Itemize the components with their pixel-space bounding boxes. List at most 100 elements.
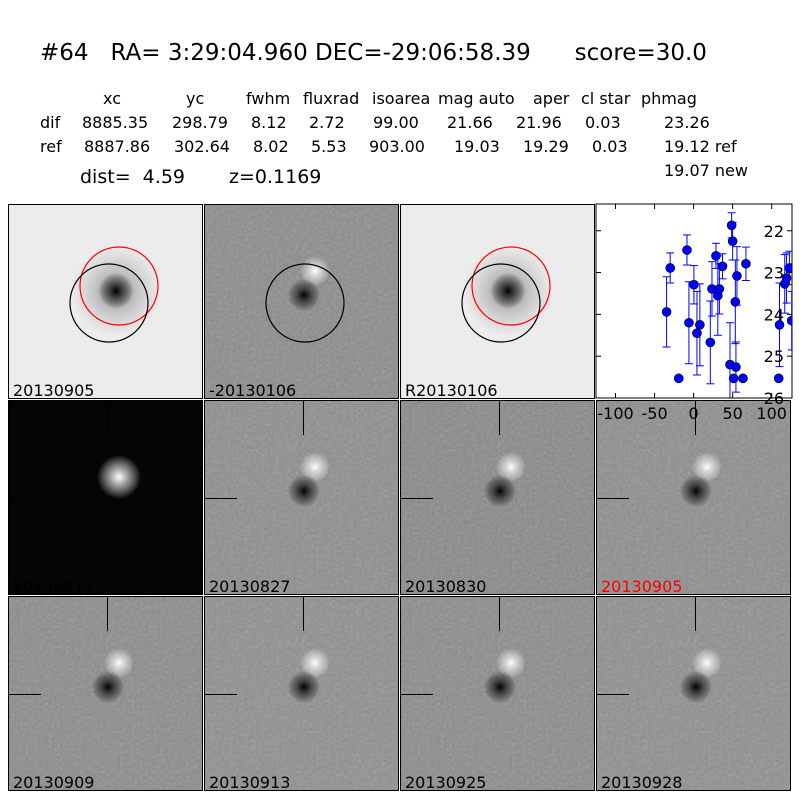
col-header-xc: xc	[103, 89, 121, 108]
stamp-image	[597, 597, 790, 790]
data-point	[673, 373, 684, 384]
crosshair-vertical	[499, 401, 500, 435]
crosshair-horizontal	[205, 498, 237, 499]
crosshair-vertical	[303, 401, 304, 435]
stamp-date-label: 20130925	[405, 773, 487, 791]
ref-fluxrad: 5.53	[311, 137, 347, 156]
data-point	[727, 236, 738, 247]
stamp-image	[401, 401, 594, 594]
ref-fwhm: 8.02	[253, 137, 289, 156]
stamp-20130913: 20130913	[204, 596, 399, 791]
data-point	[786, 315, 792, 326]
stamp-date-label: 20130905	[13, 381, 95, 399]
stamp-image	[9, 205, 202, 398]
black-aperture-circle	[265, 263, 345, 343]
stamp-20130905: 20130905	[596, 400, 791, 595]
crosshair-vertical	[499, 597, 500, 631]
stamp-date-label: 20130909	[13, 773, 95, 791]
data-point	[732, 271, 742, 281]
stamp-image	[205, 597, 398, 790]
dist-value: dist= 4.59	[80, 166, 185, 188]
stamp-image	[401, 597, 594, 790]
dif-aper: 21.96	[516, 113, 562, 132]
stamp-image	[597, 401, 790, 594]
stamp-20130830: 20130830	[400, 400, 595, 595]
red-aperture-circle	[79, 246, 159, 326]
crosshair-horizontal	[9, 498, 41, 499]
stamp-R20130106: R20130106	[400, 204, 595, 399]
dif-phmag: 23.26	[664, 113, 710, 132]
col-header-fwhm: fwhm	[246, 89, 291, 108]
red-aperture-circle	[471, 246, 551, 326]
data-point	[781, 273, 792, 283]
data-point	[728, 373, 739, 384]
stamp-20130925: 20130925	[400, 596, 595, 791]
data-point	[711, 251, 721, 261]
data-point	[725, 359, 735, 370]
crosshair-horizontal	[401, 498, 433, 499]
stamp-image	[9, 597, 202, 790]
data-point	[692, 328, 702, 338]
data-point	[707, 284, 717, 294]
ref-cl-star: 0.03	[592, 137, 628, 156]
data-point	[717, 261, 728, 272]
stamp-date-label: 20130817	[13, 577, 95, 595]
stamp--20130106: -20130106	[204, 204, 399, 399]
stamp-20130827: 20130827	[204, 400, 399, 595]
ref-aper: 19.29	[523, 137, 569, 156]
dif-xc: 8885.35	[82, 113, 149, 132]
stamp-date-label: R20130106	[405, 381, 498, 399]
data-point	[726, 220, 737, 231]
dif-fwhm: 8.12	[251, 113, 287, 132]
stamp-image	[401, 205, 594, 398]
stamp-date-label: 20130830	[405, 577, 487, 595]
row-label-ref: ref	[40, 137, 62, 156]
ref-xc: 8887.86	[84, 137, 151, 156]
crosshair-vertical	[107, 401, 108, 435]
data-point	[665, 263, 675, 273]
stamp-image	[9, 401, 202, 594]
crosshair-horizontal	[205, 694, 237, 695]
dif-fluxrad: 2.72	[309, 113, 345, 132]
y-tick-label: 22	[764, 222, 784, 241]
y-tick-label: 23	[764, 264, 784, 283]
stamp-image	[205, 205, 398, 398]
data-point	[784, 263, 792, 273]
crosshair-vertical	[695, 597, 696, 631]
data-point	[779, 279, 790, 289]
data-point	[682, 245, 692, 255]
redshift-value: z=0.1169	[229, 166, 322, 188]
crosshair-horizontal	[597, 694, 629, 695]
stamp-date-label: 20130827	[209, 577, 291, 595]
col-header-aper: aper	[533, 89, 570, 108]
stamp-image	[205, 401, 398, 594]
data-point	[705, 337, 716, 348]
ref-phmag: 19.12 ref	[664, 137, 737, 156]
stamp-20130817: 20130817	[8, 400, 203, 595]
stamp-date-label: 20130928	[601, 773, 683, 791]
y-tick-label: 25	[764, 347, 784, 366]
stamp-20130905: 20130905	[8, 204, 203, 399]
crosshair-vertical	[107, 597, 108, 631]
stamp-20130928: 20130928	[596, 596, 791, 791]
col-header-phmag: phmag	[641, 89, 697, 108]
row-label-dif: dif	[40, 113, 61, 132]
col-header-cl-star: cl star	[581, 89, 631, 108]
col-header-mag-auto: mag auto	[438, 89, 515, 108]
black-aperture-circle	[461, 263, 541, 343]
phmag-new: 19.07 new	[664, 161, 748, 180]
plot-frame	[595, 203, 793, 399]
data-point	[713, 290, 723, 301]
stamp-date-label: 20130913	[209, 773, 291, 791]
ref-yc: 302.64	[174, 137, 230, 156]
dif-yc: 298.79	[172, 113, 228, 132]
dif-isoarea: 99.00	[373, 113, 419, 132]
crosshair-horizontal	[401, 694, 433, 695]
data-point	[731, 362, 741, 372]
data-point	[661, 307, 672, 317]
col-header-fluxrad: fluxrad	[303, 89, 360, 108]
candidate-title: #64 RA= 3:29:04.960 DEC=-29:06:58.39 sco…	[40, 40, 707, 66]
ref-isoarea: 903.00	[369, 137, 425, 156]
crosshair-horizontal	[597, 498, 629, 499]
